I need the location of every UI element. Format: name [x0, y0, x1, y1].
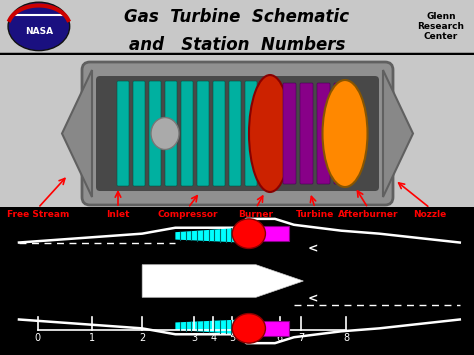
Text: <: < — [308, 292, 318, 305]
FancyBboxPatch shape — [245, 81, 257, 186]
FancyBboxPatch shape — [117, 81, 129, 186]
Text: Burner: Burner — [238, 210, 273, 219]
FancyBboxPatch shape — [82, 62, 393, 205]
Bar — [256, 321, 289, 336]
Bar — [0, 55, 474, 210]
FancyBboxPatch shape — [334, 83, 347, 184]
Text: Compressor: Compressor — [158, 210, 218, 219]
Text: NASA: NASA — [25, 27, 53, 37]
Text: Inlet: Inlet — [106, 210, 130, 219]
Text: 2: 2 — [139, 333, 146, 343]
FancyBboxPatch shape — [149, 81, 161, 186]
FancyBboxPatch shape — [181, 81, 193, 186]
FancyBboxPatch shape — [96, 76, 379, 191]
Text: 0: 0 — [35, 333, 41, 343]
FancyBboxPatch shape — [283, 83, 296, 184]
FancyBboxPatch shape — [317, 83, 330, 184]
Text: <: < — [308, 242, 318, 255]
Bar — [0, 207, 474, 355]
Ellipse shape — [151, 118, 179, 149]
Ellipse shape — [322, 80, 367, 187]
FancyBboxPatch shape — [133, 81, 145, 186]
Text: 8: 8 — [343, 333, 349, 343]
Text: 3: 3 — [191, 333, 197, 343]
Polygon shape — [142, 265, 303, 297]
FancyBboxPatch shape — [213, 81, 225, 186]
Text: 6: 6 — [277, 333, 283, 343]
Text: Nozzle: Nozzle — [413, 210, 447, 219]
Ellipse shape — [8, 2, 70, 51]
Text: and   Station  Numbers: and Station Numbers — [129, 36, 345, 54]
Text: Glenn
Research
Center: Glenn Research Center — [417, 11, 465, 41]
FancyBboxPatch shape — [197, 81, 209, 186]
Polygon shape — [383, 70, 413, 197]
Text: Gas  Turbine  Schematic: Gas Turbine Schematic — [125, 7, 349, 26]
Polygon shape — [175, 228, 242, 242]
Ellipse shape — [232, 313, 265, 343]
FancyBboxPatch shape — [165, 81, 177, 186]
Polygon shape — [62, 70, 92, 197]
Text: Free Stream: Free Stream — [7, 210, 69, 219]
FancyBboxPatch shape — [229, 81, 241, 186]
Ellipse shape — [249, 75, 291, 192]
Text: 1: 1 — [90, 333, 95, 343]
Text: 5: 5 — [229, 333, 236, 343]
FancyBboxPatch shape — [300, 83, 313, 184]
Polygon shape — [175, 320, 242, 334]
Text: Turbine: Turbine — [296, 210, 334, 219]
Text: 7: 7 — [298, 333, 304, 343]
Ellipse shape — [232, 219, 265, 248]
Bar — [256, 226, 289, 241]
Text: 4: 4 — [210, 333, 216, 343]
Text: Afterburner: Afterburner — [338, 210, 398, 219]
